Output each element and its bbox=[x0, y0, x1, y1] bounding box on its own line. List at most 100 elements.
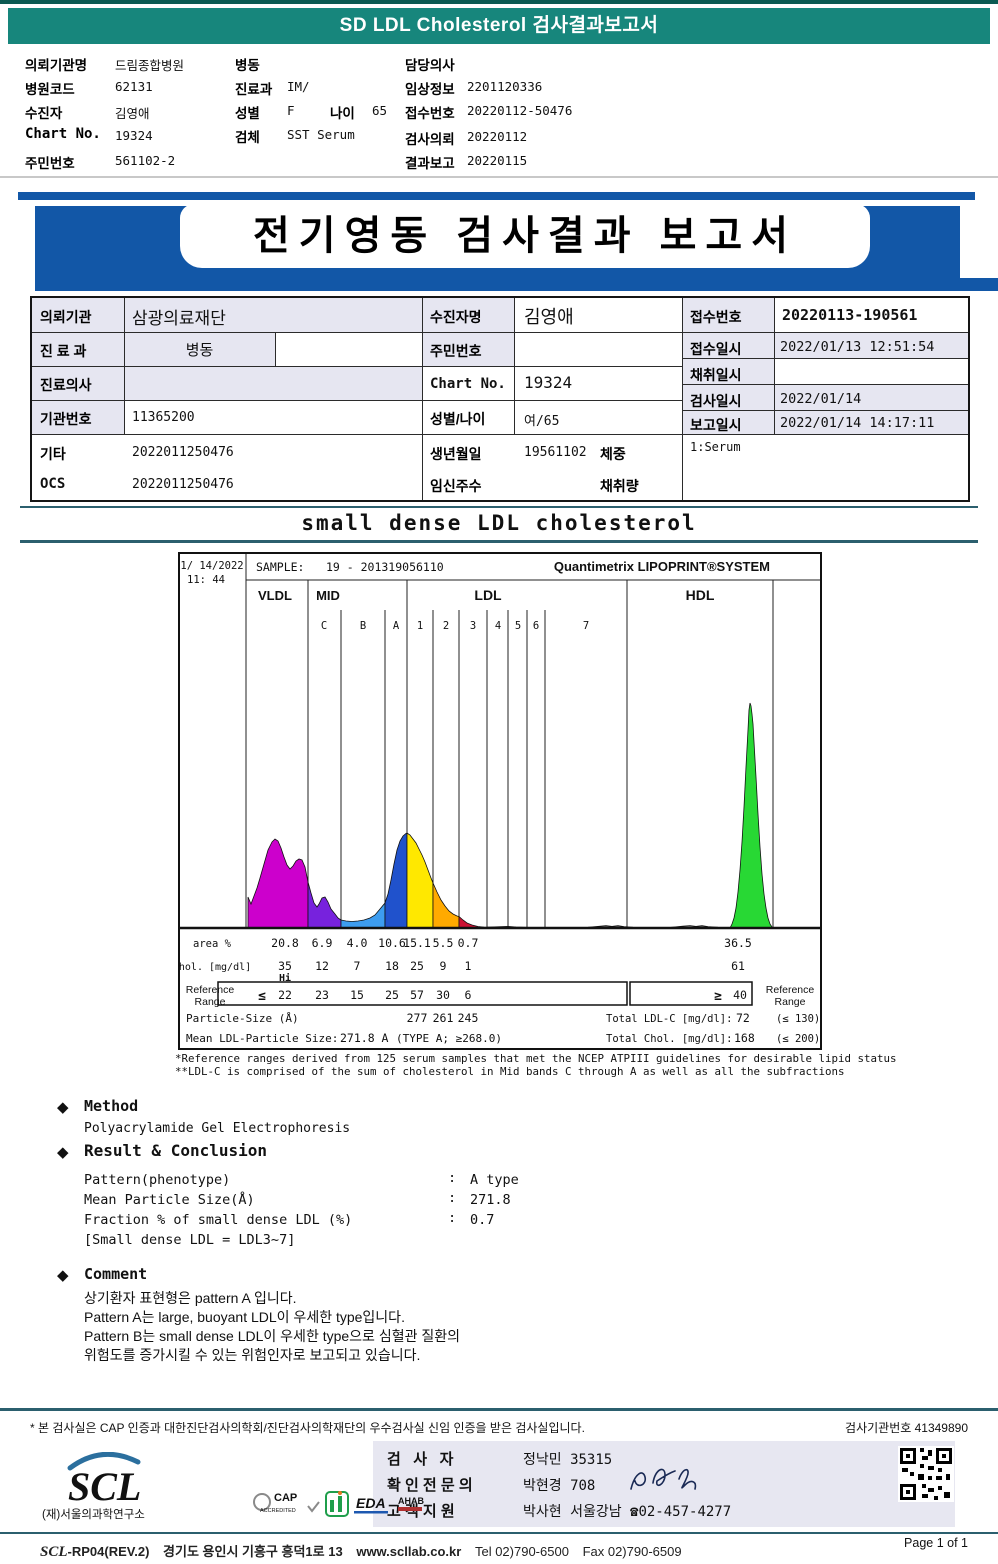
result-item-value: 271.8 bbox=[470, 1192, 511, 1208]
diamond-icon: ◆ bbox=[57, 1267, 69, 1284]
comment-section: ◆ Comment 상기환자 표현형은 pattern A 입니다. Patte… bbox=[0, 1264, 998, 1364]
section-title: small dense LDL cholesterol bbox=[301, 511, 697, 535]
grid-line bbox=[275, 332, 276, 366]
lane-label-mid: MID bbox=[316, 588, 340, 603]
grid-line bbox=[32, 332, 682, 333]
colon: : bbox=[448, 1210, 457, 1226]
result-item-value: A type bbox=[470, 1172, 519, 1188]
sublane-label: 5 bbox=[515, 620, 521, 632]
chol-value-hdl: 61 bbox=[731, 959, 745, 973]
grid-line bbox=[422, 298, 423, 500]
comment-line: Pattern A는 large, buoyant LDL이 우세한 type입… bbox=[84, 1309, 405, 1325]
info-label: 의뢰기관 bbox=[40, 309, 92, 325]
info-value: 2022/01/13 12:51:54 bbox=[780, 339, 935, 355]
grid-line bbox=[682, 298, 683, 500]
section-rule-bottom bbox=[20, 540, 978, 543]
footer-rule-bottom bbox=[0, 1532, 998, 1534]
chol-value: 7 bbox=[354, 959, 361, 973]
row-label-area: area % bbox=[193, 938, 232, 950]
diamond-icon: ◆ bbox=[57, 1099, 69, 1116]
field-label: 주민번호 bbox=[25, 156, 75, 171]
lipoprint-chart: 1/ 14/2022 11: 44 SAMPLE: 19 - 201319056… bbox=[178, 552, 822, 1050]
mean-size-value: 271.8 A bbox=[340, 1031, 389, 1045]
info-label: 체중 bbox=[600, 446, 626, 462]
info-value: 김영애 bbox=[524, 307, 574, 327]
curve-vldl bbox=[247, 838, 309, 929]
cell-bg bbox=[682, 410, 774, 434]
footer-url: www.scllab.co.kr bbox=[356, 1544, 462, 1559]
banner: 전기영동 검사결과 보고서 bbox=[0, 192, 998, 292]
curve-hdl bbox=[729, 702, 773, 929]
cell-bg bbox=[682, 384, 774, 410]
area-value: 4.0 bbox=[347, 936, 368, 950]
total-chol-label: Total Chol. [mg/dl]: bbox=[606, 1033, 732, 1045]
sublane-label: 1 bbox=[417, 620, 423, 632]
field-value: 2201120336 bbox=[467, 79, 543, 94]
section-rule-top bbox=[20, 506, 978, 508]
report-title-bar: SD LDL Cholesterol 검사결과보고서 bbox=[8, 8, 990, 44]
sample-value: 19 - 201319056110 bbox=[326, 560, 444, 574]
mean-size-label: Mean LDL-Particle Size: bbox=[186, 1032, 338, 1045]
top-edge-strip bbox=[0, 0, 998, 4]
result-item-label: Mean Particle Size(Å) bbox=[84, 1192, 255, 1208]
sublane-label: 3 bbox=[470, 620, 476, 632]
ref-value: 30 bbox=[436, 988, 450, 1002]
cell-bg bbox=[32, 332, 124, 366]
info-value: 2022/01/14 bbox=[780, 391, 862, 407]
field-label: 접수번호 bbox=[405, 106, 455, 121]
sublane-label: 4 bbox=[495, 620, 501, 632]
info-label: 기타 bbox=[40, 446, 66, 462]
field-value: 65 bbox=[372, 103, 388, 118]
qr-code bbox=[898, 1446, 954, 1502]
ref-label-right1: Reference bbox=[766, 984, 815, 996]
field-label: 나이 bbox=[330, 106, 355, 121]
result-heading: Result & Conclusion bbox=[84, 1141, 268, 1160]
grid-line bbox=[682, 384, 968, 385]
result-item-label: Pattern(phenotype) bbox=[84, 1172, 231, 1188]
scl-logo-arc bbox=[67, 1452, 141, 1471]
page-title: SD LDL Cholesterol 검사결과보고서 bbox=[339, 15, 659, 36]
patient-header: 의뢰기관명 드림종합병원 병원코드 62131 수진자 김영애 Chart No… bbox=[0, 48, 998, 174]
accreditation-line: * 본 검사실은 CAP 인증과 대한진단검사의학회/진단검사의학재단의 우수검… bbox=[30, 1421, 585, 1435]
cell-bg bbox=[32, 400, 124, 434]
lab-org-number: 검사기관번호 41349890 bbox=[845, 1421, 968, 1435]
field-label: 담당의사 bbox=[405, 58, 455, 73]
grid-line bbox=[682, 410, 968, 411]
area-value: 5.5 bbox=[433, 936, 454, 950]
field-label: 검체 bbox=[235, 130, 260, 145]
result-note: [Small dense LDL = LDL3~7] bbox=[84, 1232, 296, 1248]
info-label: 보고일시 bbox=[690, 417, 742, 433]
ref-value: 22 bbox=[278, 988, 292, 1002]
area-value: 10.6 bbox=[378, 936, 406, 950]
field-value: 561102-2 bbox=[115, 153, 176, 168]
chol-value: 1 bbox=[465, 959, 472, 973]
sig-value: 박사현 서울강남 ☎02-457-4277 bbox=[523, 1504, 732, 1520]
cell-bg bbox=[124, 366, 422, 400]
field-label: Chart No. bbox=[25, 126, 101, 142]
footer-fax: Fax 02)790-6509 bbox=[582, 1544, 682, 1559]
ref-box-main bbox=[217, 981, 628, 1006]
green-lab-mark bbox=[330, 1496, 342, 1512]
cell-bg bbox=[124, 332, 275, 366]
cell-bg bbox=[682, 332, 774, 358]
eda-logo-bar bbox=[354, 1511, 388, 1514]
chart-border bbox=[178, 552, 822, 1050]
cap-logo-text: CAP bbox=[274, 1492, 297, 1504]
chol-value: 9 bbox=[440, 959, 447, 973]
info-table: 의뢰기관 삼광의료재단 수진자명 김영애 접수번호 20220113-19056… bbox=[30, 296, 970, 502]
info-value: 병동 bbox=[185, 342, 214, 359]
field-label: 검사의뢰 bbox=[405, 132, 455, 147]
signature-block: 검 사 자 정낙민 35315 확 인 전 문 의 박현경 708 고 객 지 … bbox=[373, 1441, 955, 1527]
info-value: 11365200 bbox=[132, 410, 195, 425]
sublane-label: 7 bbox=[583, 620, 589, 632]
comment-line: 위험도를 증가시킬 수 있는 위험인자로 보고되고 있습니다. bbox=[84, 1347, 421, 1363]
lane-label-vldl: VLDL bbox=[258, 588, 292, 603]
ref-value: 25 bbox=[385, 988, 399, 1002]
sublane-label: C bbox=[321, 620, 327, 632]
sublane-label: B bbox=[360, 620, 366, 632]
info-label: 수진자명 bbox=[430, 309, 482, 325]
total-ldl-c-label: Total LDL-C [mg/dl]: bbox=[606, 1013, 732, 1025]
ref-box-hdl bbox=[629, 981, 753, 1006]
result-item-label: Fraction % of small dense LDL (%) bbox=[84, 1212, 353, 1228]
doctor-signature bbox=[630, 1468, 697, 1490]
